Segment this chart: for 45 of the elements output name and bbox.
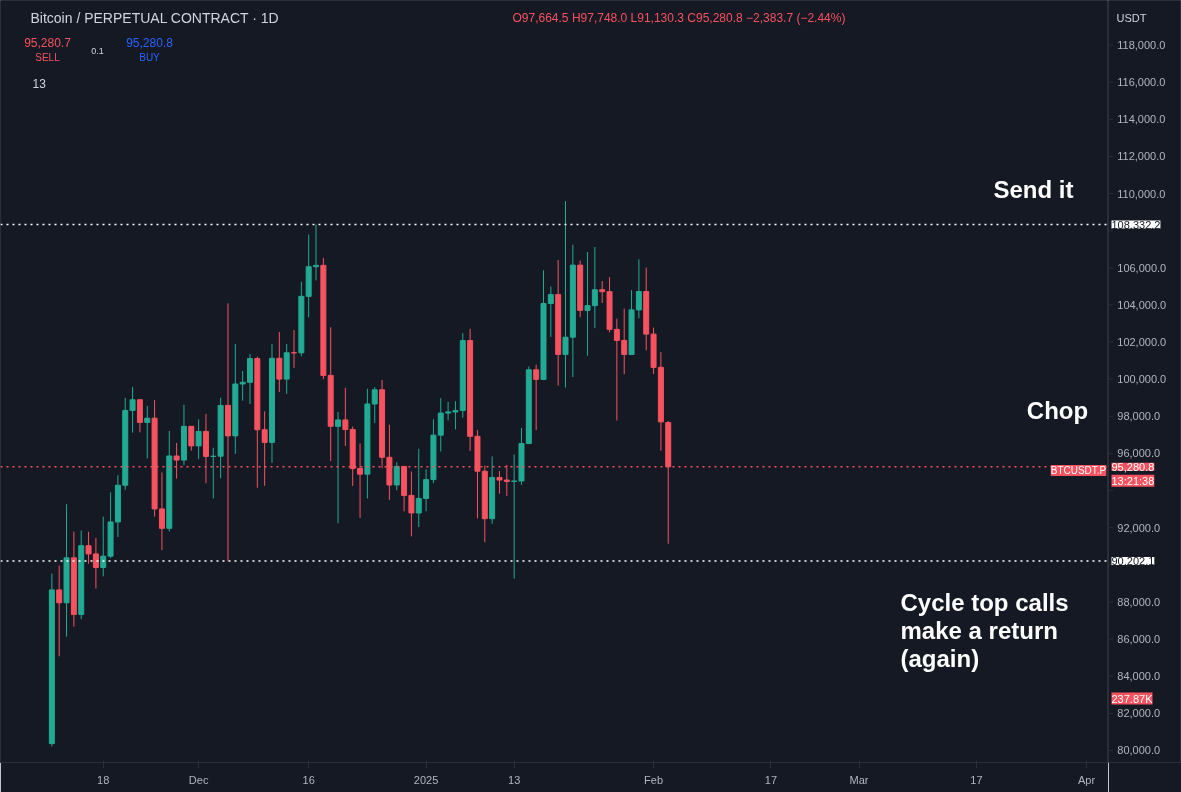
- y-tick-label: 116,000.0: [1117, 76, 1166, 89]
- annotation: BTCUSDT.P: [1050, 465, 1107, 476]
- x-tick-label: 2025: [413, 773, 439, 786]
- y-tick-label: 104,000.0: [1117, 298, 1167, 311]
- y-tick-label: 100,000.0: [1117, 373, 1167, 386]
- x-tick-label: 16: [302, 773, 315, 786]
- annotation: SELL: [35, 52, 61, 63]
- annotation: Send it: [993, 176, 1074, 203]
- x-tick-label: Apr: [1077, 773, 1096, 786]
- y-tick-label: 118,000.0: [1117, 39, 1166, 52]
- annotation: Chop: [1026, 397, 1089, 424]
- x-tick-label: 17: [970, 773, 983, 786]
- x-tick-label: 17: [764, 773, 778, 786]
- ref-line-label: 90,202.1: [1111, 555, 1155, 568]
- y-axis-title: USDT: [1116, 11, 1147, 24]
- annotation: 13: [32, 77, 47, 91]
- x-tick-label: Dec: [188, 773, 209, 786]
- text: 13:21:38: [1111, 474, 1155, 487]
- y-tick-label: 96,000.0: [1117, 447, 1161, 460]
- text: Bitcoin / PERPETUAL CONTRACT · 1D: [30, 9, 279, 26]
- y-tick-label: 98,000.0: [1117, 410, 1161, 423]
- y-tick-label: 106,000.0: [1117, 261, 1167, 274]
- text: 237.87K: [1111, 692, 1154, 705]
- x-tick-label: 13: [508, 773, 521, 786]
- x-tick-label: 18: [97, 773, 110, 786]
- x-tick-label: Feb: [644, 773, 664, 786]
- annotation: Cycle top calls make a return (again): [900, 589, 1069, 672]
- y-tick-label: 110,000.0: [1117, 187, 1166, 200]
- y-tick-label: 88,000.0: [1117, 595, 1161, 608]
- ref-line-label: 108,332.2: [1111, 218, 1161, 231]
- y-tick-label: 112,000.0: [1117, 150, 1166, 163]
- annotation: 95,280.7: [24, 36, 72, 50]
- y-tick-label: 84,000.0: [1117, 670, 1161, 683]
- y-tick-label: 102,000.0: [1117, 336, 1167, 349]
- x-tick-label: Mar: [849, 773, 869, 786]
- annotation: O97,664.5 H97,748.0 L91,130.3 C95,280.8 −2,383.7 (−2.44%): [512, 10, 846, 25]
- y-tick-label: 82,000.0: [1117, 707, 1161, 720]
- y-tick-label: 86,000.0: [1117, 633, 1161, 646]
- y-tick-label: 80,000.0: [1117, 744, 1161, 757]
- y-tick-label: 92,000.0: [1117, 521, 1161, 534]
- annotation: 0.1: [91, 45, 104, 56]
- annotation: BUY: [139, 52, 161, 63]
- y-tick-label: 114,000.0: [1117, 113, 1166, 126]
- ref-line-label: 95,280.8: [1111, 460, 1155, 473]
- annotation: 95,280.8: [126, 36, 174, 50]
